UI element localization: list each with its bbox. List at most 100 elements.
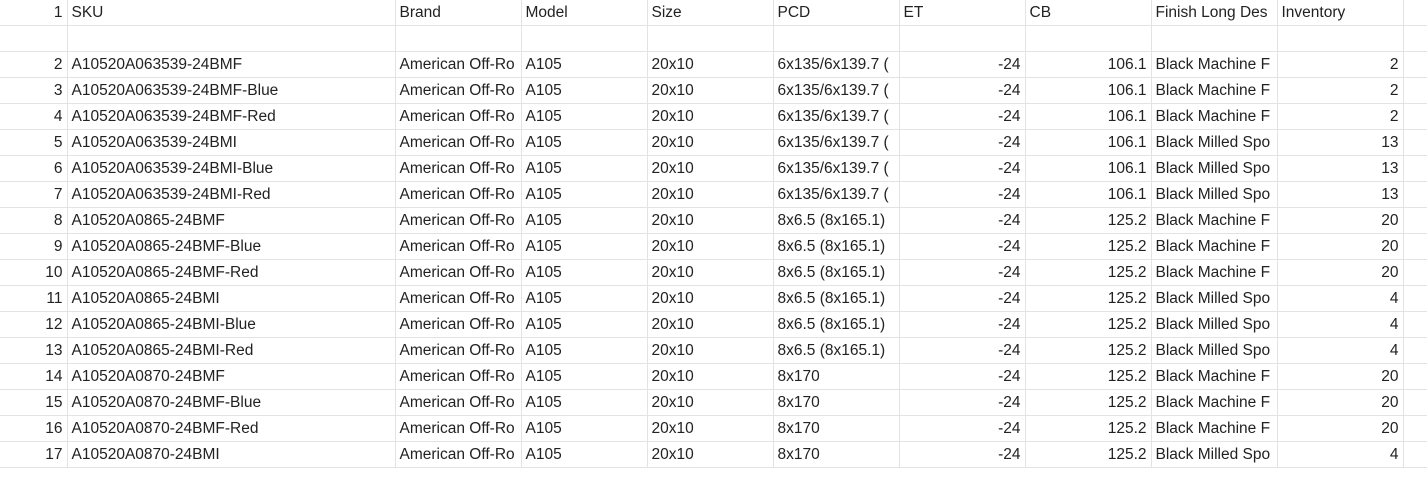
cell-sku[interactable]: A10520A063539-24BMI-Blue [67, 155, 396, 182]
cell-brand[interactable]: American Off-Ro [395, 259, 522, 286]
cell-pcd[interactable]: 8x170 [773, 415, 900, 442]
cell-model[interactable]: A105 [521, 181, 648, 208]
row-number[interactable]: 6 [0, 155, 68, 182]
cell-cb[interactable]: 125.2 [1025, 311, 1152, 338]
cell-brand[interactable]: American Off-Ro [395, 207, 522, 234]
cell-inventory[interactable]: 13 [1277, 129, 1404, 156]
cell-pcd[interactable]: 6x135/6x139.7 ( [773, 51, 900, 78]
cell-finish[interactable]: Black Machine F [1151, 77, 1278, 104]
cell-et[interactable]: -24 [899, 415, 1026, 442]
cell-brand[interactable]: American Off-Ro [395, 441, 522, 468]
cell-size[interactable]: 20x10 [647, 129, 774, 156]
header-cell-sku[interactable]: SKU [67, 0, 396, 26]
cell-inventory[interactable]: 20 [1277, 363, 1404, 390]
cell-size[interactable]: 20x10 [647, 259, 774, 286]
cell-model[interactable]: A105 [521, 103, 648, 130]
cell-sku[interactable]: A10520A0870-24BMI [67, 441, 396, 468]
row-number[interactable]: 13 [0, 337, 68, 364]
cell-cb[interactable]: 125.2 [1025, 233, 1152, 260]
cell-cb[interactable]: 106.1 [1025, 77, 1152, 104]
cell-model[interactable]: A105 [521, 285, 648, 312]
empty-cell[interactable] [1403, 207, 1427, 234]
cell-inventory[interactable]: 20 [1277, 259, 1404, 286]
cell-size[interactable]: 20x10 [647, 415, 774, 442]
header-cell-model[interactable]: Model [521, 0, 648, 26]
cell-et[interactable]: -24 [899, 129, 1026, 156]
cell-finish[interactable]: Black Milled Spo [1151, 129, 1278, 156]
cell-size[interactable]: 20x10 [647, 51, 774, 78]
cell-finish[interactable]: Black Machine F [1151, 207, 1278, 234]
empty-cell[interactable] [1403, 363, 1427, 390]
cell-inventory[interactable]: 20 [1277, 389, 1404, 416]
cell-model[interactable]: A105 [521, 51, 648, 78]
cell-size[interactable]: 20x10 [647, 285, 774, 312]
cell-cb[interactable]: 106.1 [1025, 51, 1152, 78]
cell-pcd[interactable]: 6x135/6x139.7 ( [773, 181, 900, 208]
cell-model[interactable]: A105 [521, 207, 648, 234]
empty-cell[interactable] [1403, 311, 1427, 338]
cell-pcd[interactable]: 8x6.5 (8x165.1) [773, 233, 900, 260]
row-number[interactable]: 7 [0, 181, 68, 208]
cell-pcd[interactable]: 6x135/6x139.7 ( [773, 103, 900, 130]
cell-et[interactable]: -24 [899, 51, 1026, 78]
row-number[interactable]: 12 [0, 311, 68, 338]
cell-cb[interactable]: 125.2 [1025, 363, 1152, 390]
header-cell-brand[interactable]: Brand [395, 0, 522, 26]
cell-cb[interactable]: 125.2 [1025, 207, 1152, 234]
cell-model[interactable]: A105 [521, 415, 648, 442]
cell-cb[interactable]: 125.2 [1025, 441, 1152, 468]
row-number[interactable]: 14 [0, 363, 68, 390]
empty-cell[interactable] [395, 25, 522, 52]
cell-inventory[interactable]: 2 [1277, 103, 1404, 130]
cell-inventory[interactable]: 20 [1277, 207, 1404, 234]
empty-cell[interactable] [1403, 51, 1427, 78]
header-cell-size[interactable]: Size [647, 0, 774, 26]
cell-size[interactable]: 20x10 [647, 233, 774, 260]
empty-cell[interactable] [773, 25, 900, 52]
cell-pcd[interactable]: 8x6.5 (8x165.1) [773, 337, 900, 364]
cell-sku[interactable]: A10520A063539-24BMI-Red [67, 181, 396, 208]
cell-brand[interactable]: American Off-Ro [395, 103, 522, 130]
cell-finish[interactable]: Black Milled Spo [1151, 285, 1278, 312]
cell-cb[interactable]: 125.2 [1025, 285, 1152, 312]
cell-brand[interactable]: American Off-Ro [395, 77, 522, 104]
cell-size[interactable]: 20x10 [647, 155, 774, 182]
cell-sku[interactable]: A10520A0870-24BMF-Red [67, 415, 396, 442]
cell-finish[interactable]: Black Machine F [1151, 363, 1278, 390]
cell-sku[interactable]: A10520A0865-24BMF-Blue [67, 233, 396, 260]
cell-finish[interactable]: Black Milled Spo [1151, 311, 1278, 338]
cell-sku[interactable]: A10520A0870-24BMF [67, 363, 396, 390]
cell-inventory[interactable]: 20 [1277, 415, 1404, 442]
empty-cell[interactable] [1403, 389, 1427, 416]
empty-cell[interactable] [1403, 415, 1427, 442]
cell-size[interactable]: 20x10 [647, 363, 774, 390]
empty-cell[interactable] [1025, 25, 1152, 52]
cell-sku[interactable]: A10520A0865-24BMF-Red [67, 259, 396, 286]
cell-model[interactable]: A105 [521, 389, 648, 416]
cell-size[interactable]: 20x10 [647, 389, 774, 416]
row-number[interactable]: 17 [0, 441, 68, 468]
empty-cell[interactable] [1151, 25, 1278, 52]
row-number[interactable]: 2 [0, 51, 68, 78]
cell-inventory[interactable]: 2 [1277, 77, 1404, 104]
cell-finish[interactable]: Black Machine F [1151, 51, 1278, 78]
empty-cell[interactable] [1403, 77, 1427, 104]
row-number[interactable]: 11 [0, 285, 68, 312]
cell-pcd[interactable]: 8x170 [773, 363, 900, 390]
cell-model[interactable]: A105 [521, 441, 648, 468]
cell-finish[interactable]: Black Machine F [1151, 259, 1278, 286]
cell-et[interactable]: -24 [899, 441, 1026, 468]
cell-model[interactable]: A105 [521, 129, 648, 156]
cell-inventory[interactable]: 4 [1277, 337, 1404, 364]
cell-cb[interactable]: 106.1 [1025, 129, 1152, 156]
empty-cell[interactable] [67, 25, 396, 52]
cell-pcd[interactable]: 8x6.5 (8x165.1) [773, 207, 900, 234]
cell-brand[interactable]: American Off-Ro [395, 285, 522, 312]
cell-pcd[interactable]: 8x170 [773, 389, 900, 416]
cell-finish[interactable]: Black Milled Spo [1151, 441, 1278, 468]
cell-finish[interactable]: Black Machine F [1151, 389, 1278, 416]
cell-et[interactable]: -24 [899, 363, 1026, 390]
cell-cb[interactable]: 106.1 [1025, 103, 1152, 130]
cell-model[interactable]: A105 [521, 363, 648, 390]
header-cell-pcd[interactable]: PCD [773, 0, 900, 26]
